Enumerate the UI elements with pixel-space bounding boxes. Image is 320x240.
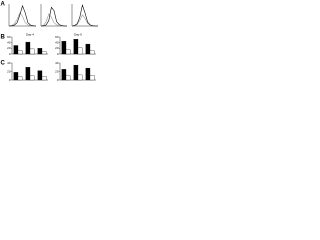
chart-title: Day 4 xyxy=(26,32,34,36)
y-tick-label: 40 xyxy=(55,61,59,65)
bar xyxy=(29,48,35,55)
bar xyxy=(65,75,71,81)
bar xyxy=(77,47,83,55)
bar xyxy=(61,69,67,81)
bar xyxy=(25,41,31,55)
bar xyxy=(73,39,79,55)
bar xyxy=(73,64,79,81)
y-tick-label: 0 xyxy=(9,78,11,82)
bar xyxy=(37,48,43,55)
panel-label: C xyxy=(1,61,6,67)
bar xyxy=(37,70,43,81)
histogram-line xyxy=(40,6,67,27)
y-tick-label: 40 xyxy=(7,61,11,65)
y-tick-label: 20 xyxy=(7,46,11,50)
y-tick-label: 40 xyxy=(7,40,11,44)
bar xyxy=(25,67,31,81)
histogram-line xyxy=(8,12,37,27)
bar xyxy=(41,76,47,81)
bar xyxy=(89,75,95,81)
bar xyxy=(41,51,47,55)
bar xyxy=(13,45,19,55)
bar xyxy=(29,75,35,81)
bar xyxy=(61,41,67,55)
bar xyxy=(85,67,91,81)
histogram-line xyxy=(40,13,67,27)
y-tick-label: 40 xyxy=(55,40,59,44)
bar xyxy=(65,49,71,55)
bar xyxy=(77,74,83,81)
y-tick-label: 20 xyxy=(7,69,11,73)
panel-label: B xyxy=(1,35,6,41)
y-tick-label: 0 xyxy=(57,52,59,56)
chart-title: Day 6 xyxy=(74,32,82,36)
bar xyxy=(17,76,23,81)
y-tick-label: 0 xyxy=(9,52,11,56)
bar xyxy=(13,72,19,81)
panel-label: A xyxy=(1,2,6,8)
bar xyxy=(89,50,95,55)
y-tick-label: 20 xyxy=(55,69,59,73)
bar xyxy=(85,43,91,55)
y-tick-label: 0 xyxy=(57,78,59,82)
y-tick-label: 60 xyxy=(55,35,59,39)
y-tick-label: 60 xyxy=(7,35,11,39)
histogram-line xyxy=(8,4,37,27)
histogram-line xyxy=(71,3,98,27)
bar xyxy=(17,50,23,55)
y-tick-label: 20 xyxy=(55,46,59,50)
